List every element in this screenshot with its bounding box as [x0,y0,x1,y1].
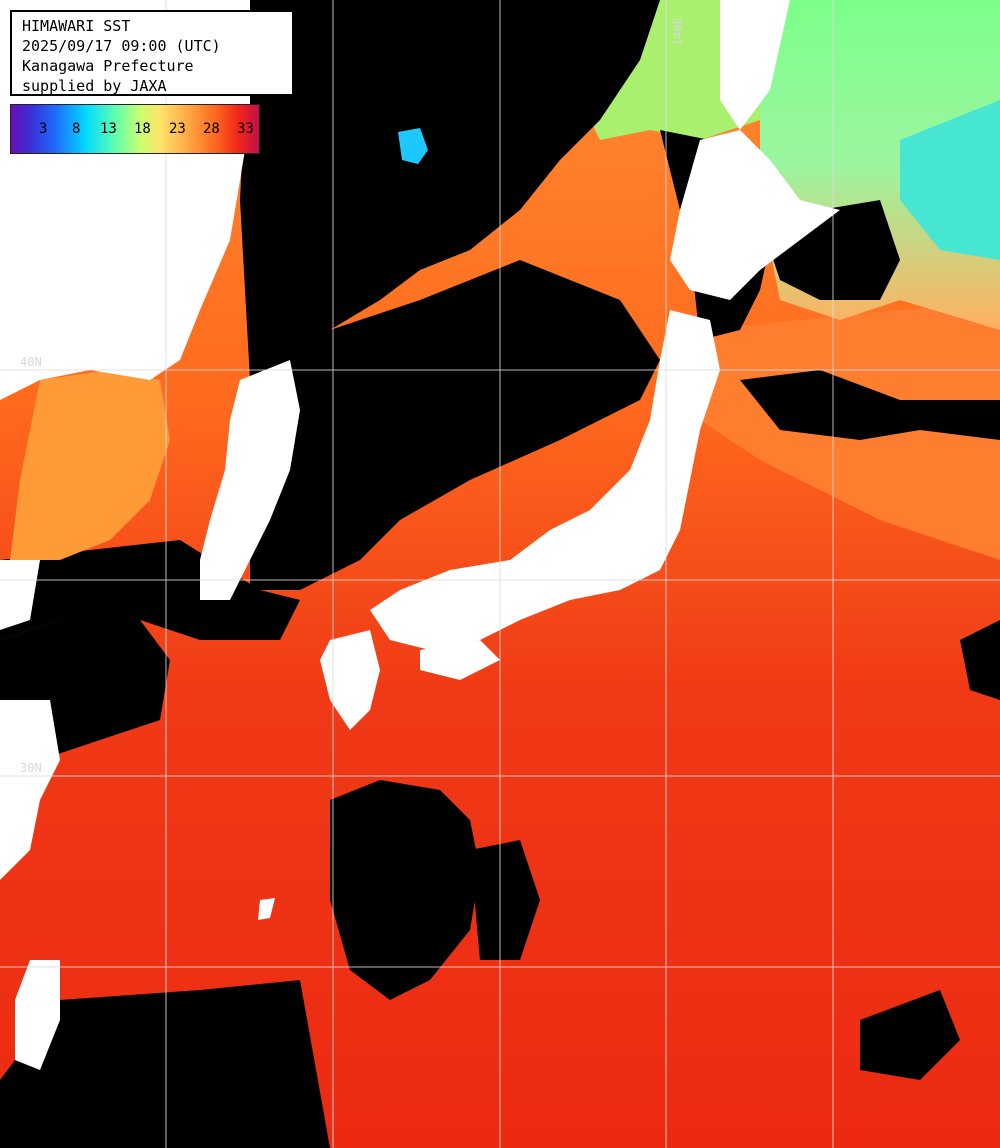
cloud-far-east [960,620,1000,700]
temperature-legend: 3 8 13 18 23 28 33 [10,104,260,154]
honshu [370,310,720,650]
map-timestamp: 2025/09/17 09:00 (UTC) [22,37,221,55]
taiwan [15,960,60,1070]
hokkaido [670,130,840,300]
map-title: HIMAWARI SST [22,17,131,35]
cloud-ryukyu-vortex [330,780,480,1000]
okinawa-island [258,898,275,920]
cloud-ryukyu-tail [470,840,540,960]
cloud-pacific-band [740,370,1000,440]
legend-tick-8: 8 [72,121,81,137]
cold-sea-patch [900,100,1000,260]
cloud-southeast-patch [860,990,960,1080]
korea-peninsula [200,360,300,600]
cloud-yellow-sea [0,540,300,640]
asia-mainland [0,0,250,400]
cloud-south-west [0,980,330,1148]
legend-tick-3: 3 [39,121,48,137]
cloud-japan-sea [250,260,660,590]
legend-tick-28: 28 [203,121,220,137]
sakhalin-area [720,0,790,130]
legend-tick-13: 13 [100,121,117,137]
land-masses [0,0,840,1070]
latitude-label-30n: 30N [20,761,42,775]
longitude-label-140e: 140E [671,17,685,46]
map-region: Kanagawa Prefecture [22,57,194,75]
shikoku [420,640,500,680]
cloud-japan-sea-north [240,0,660,380]
yellow-sea-warm-patch [10,370,170,560]
map-source: supplied by JAXA [22,77,167,95]
latitude-label-40n: 40N [20,355,42,369]
legend-tick-33: 33 [237,121,254,137]
cold-island-patch [398,128,428,164]
china-coast [0,560,60,880]
legend-tick-18: 18 [134,121,151,137]
kyushu [320,630,380,730]
map-info-box: HIMAWARI SST 2025/09/17 09:00 (UTC) Kana… [10,10,294,96]
legend-tick-23: 23 [169,121,186,137]
